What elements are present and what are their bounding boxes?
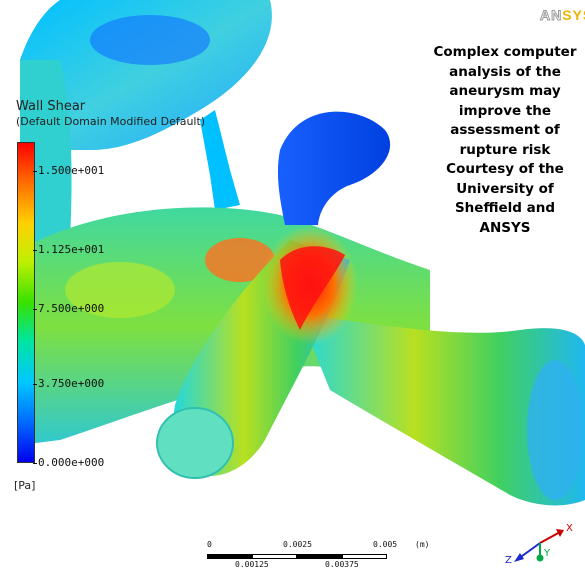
caption-line: ANSYS bbox=[479, 219, 531, 236]
ansys-logo: ANSYS bbox=[539, 7, 585, 24]
caption-line: aneurysm may bbox=[449, 83, 561, 99]
logo-sys: SYS bbox=[562, 7, 585, 23]
axis-triad-icon: X Y Z bbox=[505, 523, 573, 566]
side-branch bbox=[200, 110, 240, 210]
caption-line: Complex computer bbox=[433, 44, 577, 60]
aneurysm-dome bbox=[277, 111, 391, 225]
legend-title: Wall Shear bbox=[16, 99, 86, 114]
right-vessel bbox=[300, 315, 585, 506]
caption-line: rupture risk bbox=[459, 141, 551, 158]
scale-label: 0 bbox=[207, 540, 212, 549]
caption-line: University of bbox=[456, 180, 554, 197]
caption-line: Courtesy of the bbox=[446, 161, 564, 177]
legend-tick: 7.500e+000 bbox=[32, 302, 105, 315]
axis-z-label: Z bbox=[505, 555, 512, 566]
caption-line: improve the bbox=[458, 102, 552, 119]
axis-y-label: Y bbox=[543, 548, 551, 559]
scale-label: 0.0025 bbox=[283, 540, 312, 549]
legend-units: [Pa] bbox=[14, 479, 36, 492]
legend-tick: 1.500e+001 bbox=[32, 164, 105, 177]
scale-label: 0.00375 bbox=[325, 560, 359, 569]
logo-an: AN bbox=[539, 7, 563, 24]
scale-label: 0.00125 bbox=[235, 560, 269, 569]
legend-colorbar bbox=[17, 142, 35, 463]
legend-tick: 0.000e+000 bbox=[32, 456, 105, 469]
scale-segment bbox=[342, 554, 387, 559]
caption-line: assessment of bbox=[450, 122, 560, 138]
legend-subtitle: (Default Domain Modified Default) bbox=[16, 115, 206, 128]
caption-line: Sheffield and bbox=[454, 200, 556, 216]
scale-label: (m) bbox=[415, 540, 430, 549]
scale-segment bbox=[252, 554, 297, 559]
axis-x-label: X bbox=[566, 523, 573, 534]
caption: Complex computer analysis of the aneurys… bbox=[405, 43, 585, 238]
legend-tick: 1.125e+001 bbox=[32, 243, 105, 256]
scale-segment bbox=[207, 554, 252, 559]
scale-label: 0.005 bbox=[373, 540, 398, 549]
inlet-cap bbox=[156, 407, 234, 479]
legend-tick: 3.750e+000 bbox=[32, 377, 105, 390]
scale-segment bbox=[297, 554, 342, 559]
scale-bar: 0 0.0025 0.005 (m) 0.00125 0.00375 bbox=[205, 540, 465, 569]
caption-line: analysis of the bbox=[449, 63, 561, 80]
